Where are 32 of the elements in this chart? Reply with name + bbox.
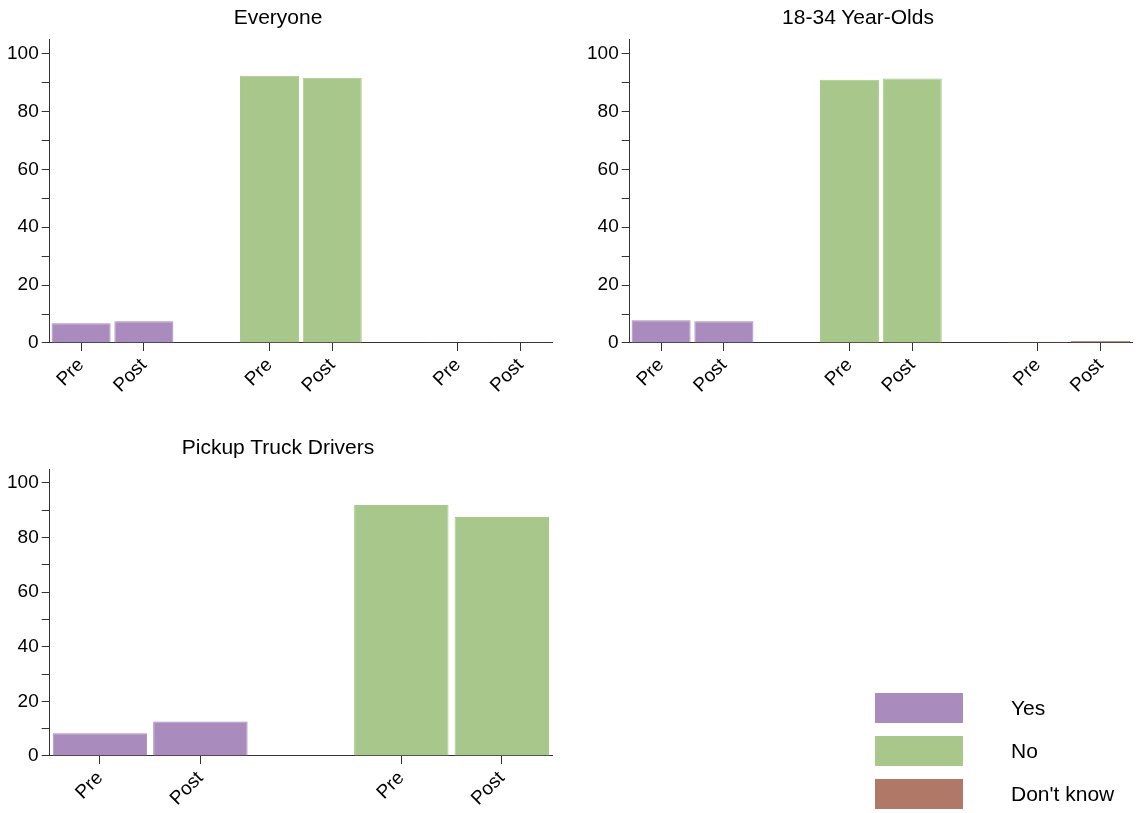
y-tick-label: 40: [597, 215, 619, 237]
x-tick-label: Pre: [428, 353, 465, 390]
y-tick-label: 80: [17, 525, 39, 547]
y-tick-label: 60: [17, 157, 39, 179]
y-tick-label: 0: [28, 744, 39, 766]
chart-title: Pickup Truck Drivers: [181, 435, 375, 459]
x-tick-label: Pre: [1008, 353, 1045, 390]
legend-label: Don't know: [1011, 781, 1115, 806]
y-tick-label: 100: [587, 41, 619, 63]
y-tick-label: 0: [28, 331, 39, 353]
x-tick-label: Pre: [820, 353, 856, 390]
y-tick-label: 60: [597, 157, 619, 179]
y-tick-label: 0: [608, 331, 619, 353]
y-tick-label: 20: [17, 689, 39, 711]
y-tick-label: 100: [7, 41, 39, 63]
y-tick-label: 100: [7, 471, 39, 493]
x-tick-label: Pre: [70, 766, 107, 803]
y-tick-label: 20: [597, 273, 619, 295]
y-tick-label: 80: [17, 99, 39, 121]
y-tick-label: 40: [17, 215, 39, 237]
y-tick-label: 20: [17, 273, 39, 295]
legend-label: Yes: [1011, 695, 1046, 720]
chart-title: 18-34 Year-Olds: [782, 5, 934, 29]
y-tick-label: 80: [597, 99, 619, 121]
x-tick-label: Pre: [240, 353, 276, 390]
y-tick-label: 40: [17, 634, 39, 656]
y-tick-label: 60: [17, 580, 39, 602]
legend-label: No: [1011, 738, 1038, 763]
x-tick-label: Pre: [51, 353, 88, 390]
x-tick-label: Pre: [631, 353, 668, 390]
x-tick-label: Pre: [372, 766, 408, 803]
chart-title: Everyone: [233, 5, 323, 29]
